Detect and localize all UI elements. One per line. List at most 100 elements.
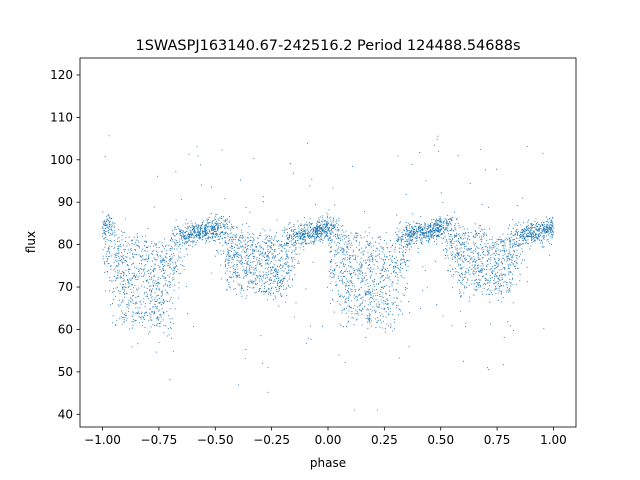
data-point [245, 259, 247, 261]
data-point [268, 257, 270, 259]
data-point [513, 251, 515, 253]
data-point [198, 233, 200, 235]
data-point [433, 222, 435, 224]
data-point [346, 278, 348, 280]
data-point [420, 237, 422, 239]
data-point [137, 239, 139, 241]
data-point [445, 222, 447, 224]
data-point [532, 236, 534, 238]
data-point [325, 220, 327, 222]
data-point [292, 172, 294, 174]
data-point [176, 233, 178, 235]
data-point [285, 251, 287, 253]
data-point [332, 228, 334, 230]
data-point [159, 254, 161, 256]
data-point [150, 294, 152, 296]
data-point [481, 271, 483, 274]
data-point [386, 303, 388, 305]
data-point [381, 302, 383, 304]
data-point [301, 235, 303, 237]
data-point [472, 235, 475, 237]
data-point [244, 250, 246, 252]
data-point [354, 296, 356, 298]
data-point [155, 288, 158, 290]
data-point [161, 261, 163, 263]
data-point [551, 234, 553, 236]
data-point [279, 264, 282, 266]
data-point [165, 300, 167, 302]
data-point [442, 249, 444, 251]
data-point [344, 259, 346, 261]
data-point [341, 309, 343, 311]
data-point [366, 241, 369, 243]
data-point [437, 234, 440, 236]
data-point [334, 254, 336, 256]
data-point [291, 243, 293, 245]
data-point [292, 231, 294, 233]
data-point [417, 247, 419, 249]
data-point [346, 250, 348, 253]
data-point [482, 263, 484, 265]
data-point [534, 227, 536, 229]
data-point [450, 235, 452, 237]
data-point [399, 243, 401, 245]
data-point [161, 242, 163, 244]
data-point [137, 279, 139, 281]
data-point [344, 299, 346, 301]
data-point [155, 351, 157, 353]
data-point [160, 295, 162, 297]
data-point [165, 260, 167, 263]
data-point [274, 276, 276, 278]
data-point [275, 270, 277, 272]
data-point [464, 272, 466, 274]
data-point [361, 302, 363, 304]
data-point [193, 325, 195, 328]
data-point [548, 233, 550, 235]
data-point [137, 276, 139, 278]
data-point [161, 250, 163, 252]
data-point [122, 272, 124, 274]
data-point [143, 268, 145, 270]
data-point [118, 252, 120, 254]
data-point [149, 278, 151, 280]
data-point [157, 310, 159, 312]
data-point [429, 223, 432, 225]
data-point [245, 272, 247, 274]
data-point [382, 266, 384, 268]
data-point [183, 268, 185, 271]
data-point [268, 271, 270, 273]
data-point [441, 225, 443, 227]
data-point [394, 231, 397, 233]
data-point [122, 287, 124, 289]
data-point [234, 272, 236, 274]
data-point [123, 248, 125, 250]
data-point [315, 225, 317, 227]
data-point [331, 231, 333, 233]
data-point [389, 251, 391, 253]
data-point [114, 230, 116, 232]
data-point [116, 254, 118, 256]
data-point [318, 229, 320, 231]
data-point [153, 245, 155, 247]
data-point [424, 236, 426, 239]
data-point [260, 232, 262, 234]
data-point [506, 287, 508, 289]
data-point [404, 287, 407, 289]
data-point [543, 238, 545, 240]
data-point [380, 258, 382, 260]
data-point [152, 306, 154, 308]
data-point [383, 286, 385, 288]
data-point [459, 264, 461, 266]
data-point [368, 264, 370, 266]
data-point [287, 234, 289, 236]
data-point [432, 230, 434, 232]
data-point [217, 218, 219, 220]
data-point [393, 258, 395, 260]
data-point [411, 235, 413, 237]
data-point [321, 227, 323, 229]
data-point [170, 297, 172, 299]
data-point [477, 282, 479, 284]
data-point [533, 230, 535, 232]
data-point [107, 262, 109, 264]
data-point [297, 231, 299, 233]
